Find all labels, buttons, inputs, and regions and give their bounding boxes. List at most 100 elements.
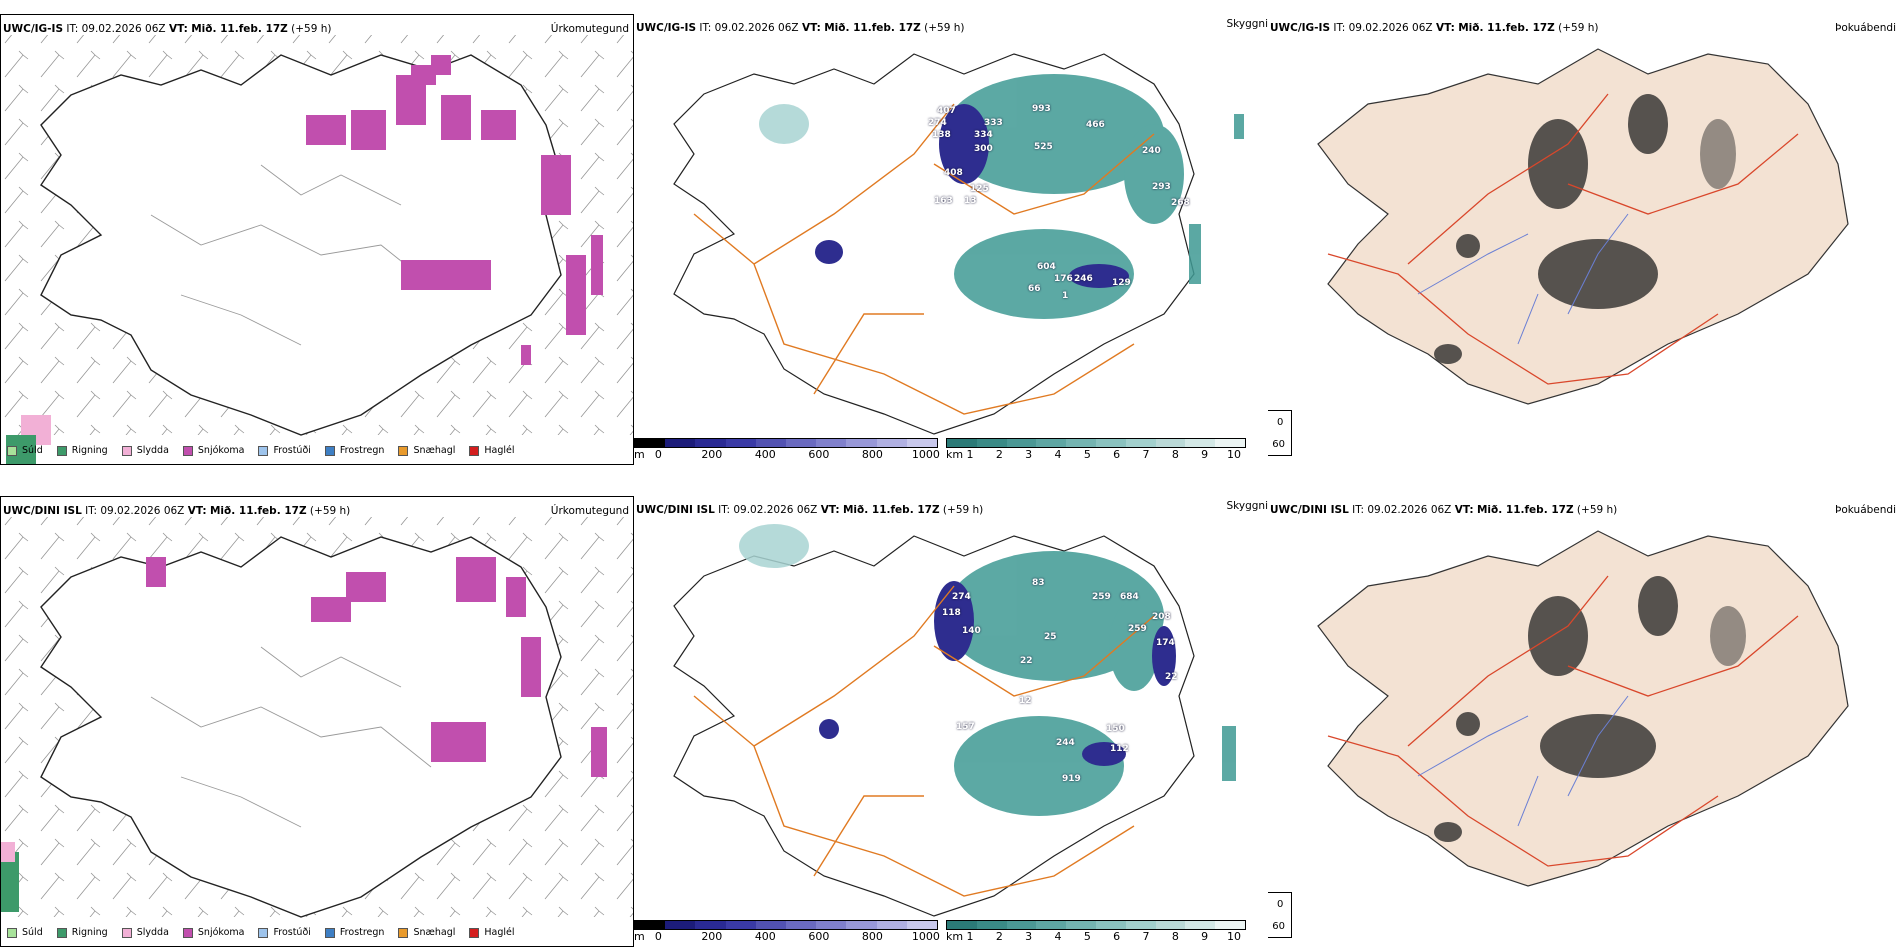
legend-swatch	[398, 927, 409, 938]
colorbar-tick: 800	[861, 448, 883, 461]
colorbar-unit: m	[634, 930, 645, 943]
roads	[693, 585, 1155, 897]
map-value: 407	[937, 106, 956, 116]
panel-title: UWC/DINI ISL IT: 09.02.2026 06Z VT: Mið.…	[1270, 504, 1618, 516]
slydda-area	[6, 415, 51, 464]
colorbar-segment	[1125, 439, 1156, 447]
legend-label: Slydda	[136, 927, 169, 938]
legend-item: Frostúði	[258, 927, 311, 938]
colorbar-tick: 5	[1083, 930, 1091, 943]
colorbar-tick: 1000	[911, 930, 940, 943]
map-value: 300	[974, 144, 993, 154]
legend-label: Haglél	[484, 445, 515, 456]
legend-item: Haglél	[469, 445, 515, 456]
map-value: 244	[1056, 738, 1075, 748]
colorbar-tick: 5	[1083, 448, 1091, 461]
colorbar-segment	[1215, 439, 1245, 447]
colorbar-segment	[1006, 439, 1037, 447]
legend-item: Haglél	[469, 927, 515, 938]
map-value: 993	[1032, 104, 1051, 114]
panel-variable-label: Þokuábendi	[1835, 504, 1896, 516]
legend-item: Snjókoma	[182, 445, 245, 456]
legend-swatch	[56, 445, 67, 456]
colorbar-tick: 8	[1171, 930, 1179, 943]
map-value: 684	[1120, 592, 1139, 602]
colorbar-segment	[947, 439, 977, 447]
fog-map	[1317, 530, 1849, 887]
legend-item: Rigning	[56, 445, 108, 456]
visibility-colorbar: km 1 2 3 4 5 6 7 8 9 10	[946, 920, 1246, 944]
legend-swatch	[469, 445, 480, 456]
legend-item: Snæhagl	[398, 927, 455, 938]
colorbar-tick: 8	[1171, 448, 1179, 461]
colorbar-tick: 7	[1142, 930, 1150, 943]
panel-variable-label: Skyggni	[1226, 18, 1269, 30]
slydda-area	[1, 842, 19, 912]
legend-label: Snæhagl	[413, 445, 456, 456]
legend-swatch	[182, 445, 193, 456]
map-value: 118	[942, 608, 961, 618]
panel-title: UWC/DINI ISL IT: 09.02.2026 06Z VT: Mið.…	[3, 505, 351, 517]
colorbar-segment	[816, 921, 847, 929]
panel-variable-label: Úrkomutegund	[550, 23, 629, 35]
legend-swatch	[182, 927, 193, 938]
fog-legend-item: 60	[1268, 915, 1291, 937]
fog-legend-value: 0	[1277, 898, 1284, 910]
legend-label: Snæhagl	[413, 927, 456, 938]
legend-label: Snjókoma	[197, 927, 245, 938]
map-value: 333	[984, 118, 1003, 128]
colorbar-segment	[876, 439, 907, 447]
colorbar-segment	[786, 439, 817, 447]
map-value: 246	[1074, 274, 1093, 284]
map-value: 466	[1086, 120, 1105, 130]
colorbar-tick: 1000	[911, 448, 940, 461]
map-value: 604	[1037, 262, 1056, 272]
legend-label: Snjókoma	[197, 445, 245, 456]
colorbar-segment	[876, 921, 907, 929]
colorbar-segment	[1155, 921, 1186, 929]
legend-label: Rigning	[71, 445, 108, 456]
legend-swatch	[56, 927, 67, 938]
panel-precip-top: UWC/IG-IS IT: 09.02.2026 06Z VT: Mið. 11…	[0, 14, 634, 465]
colorbar-segment	[786, 921, 817, 929]
legend-swatch	[324, 445, 335, 456]
fog-legend-item: 0	[1268, 893, 1291, 915]
legend-label: Súld	[22, 445, 43, 456]
panel-variable-label: Úrkomutegund	[550, 505, 629, 517]
rivers	[1417, 695, 1629, 827]
colorbar-segment	[1006, 921, 1037, 929]
map-value: 274	[952, 592, 971, 602]
colorbar-segment	[1066, 439, 1096, 447]
map-value: 83	[1032, 578, 1045, 588]
map-value: 140	[962, 626, 981, 636]
map-value: 22	[1020, 656, 1033, 666]
precip-legend: Súld Rigning Slydda Snjókoma Frostúði Frostre…	[7, 927, 529, 938]
fog-legend-value: 0	[1277, 416, 1284, 428]
legend-swatch	[7, 445, 17, 456]
colorbar-segment	[1095, 439, 1126, 447]
colorbar-segment	[976, 921, 1007, 929]
colorbar-segment	[1066, 921, 1096, 929]
colorbar-tick: 0	[654, 448, 662, 461]
colorbar-segment	[635, 439, 666, 447]
panel-title: UWC/IG-IS IT: 09.02.2026 06Z VT: Mið. 11…	[1270, 22, 1599, 34]
legend-label: Frostúði	[273, 927, 311, 938]
cloud-base-fields	[815, 104, 1129, 288]
cloud-base-fields	[819, 581, 1176, 766]
map-value: 163	[934, 196, 953, 206]
colorbar-segment	[846, 921, 877, 929]
colorbar-unit: km	[946, 930, 964, 943]
colorbar-segment	[1036, 921, 1067, 929]
colorbar-segment	[1155, 439, 1186, 447]
legend-item: Slydda	[121, 927, 169, 938]
map-value: 334	[974, 130, 993, 140]
visibility-fields	[739, 524, 1236, 816]
legend-item: Rigning	[56, 927, 108, 938]
colorbar-tick: 4	[1054, 448, 1062, 461]
precip-legend: Súld Rigning Slydda Snjókoma Frostúði Frostre…	[7, 445, 529, 456]
colorbar-tick: 800	[861, 930, 883, 943]
panel-fog-top: UWC/IG-IS IT: 09.02.2026 06Z VT: Mið. 11…	[1268, 14, 1900, 465]
iceland-outline	[1317, 530, 1849, 887]
colorbar-tick: 7	[1142, 448, 1150, 461]
map-value: 208	[1152, 612, 1171, 622]
